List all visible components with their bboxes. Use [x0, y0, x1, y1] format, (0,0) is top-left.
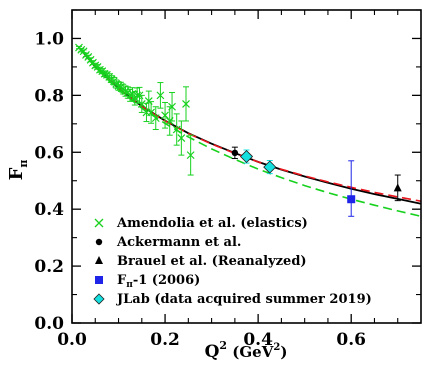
axis-ticks: 0.0 0.2 0.4 0.6 0.0 0.2 0.4 0.6 0.8 1.0	[34, 9, 421, 350]
point-square-marker	[347, 195, 356, 204]
x-tick-label: 0.2	[150, 330, 180, 350]
point-x-marker	[161, 111, 169, 120]
point-x-marker	[182, 99, 190, 108]
y-tick-label: 0.8	[34, 86, 64, 106]
y-tick-label: 0.2	[34, 257, 64, 277]
y-tick-label: 0.4	[34, 200, 64, 220]
svg-text:Q2 (GeV2): Q2 (GeV2)	[205, 339, 288, 362]
legend-item-brauel: Brauel et al. (Reanalyzed)	[95, 254, 307, 269]
legend-item-jlab: JLab (data acquired summer 2019)	[93, 292, 372, 307]
y-tick-label: 1.0	[34, 29, 64, 49]
y-axis-title-sub: π	[17, 160, 30, 168]
legend-label-fpi-base: F	[117, 273, 127, 288]
x-axis-title-units-sup: 2	[273, 342, 280, 353]
x-axis-title-base: Q	[205, 342, 220, 362]
legend-item-amendolia: Amendolia et al. (elastics)	[94, 216, 308, 231]
red-dashed-curve	[78, 47, 422, 202]
x-axis-title-units: (GeV	[227, 343, 274, 361]
point-x-marker	[137, 99, 146, 108]
plot-content	[75, 43, 422, 218]
point-x-marker	[151, 114, 160, 123]
point-x-marker	[147, 108, 156, 117]
legend-marker-x	[94, 218, 104, 228]
y-tick-label: 0.0	[34, 314, 64, 334]
legend-marker-circle	[95, 238, 103, 246]
point-x-marker	[156, 91, 165, 100]
legend: Amendolia et al. (elastics) Ackermann et…	[93, 216, 372, 307]
legend-label-fpi: Fπ-1 (2006)	[117, 273, 200, 290]
legend-marker-square	[95, 276, 103, 284]
x-tick-label: 0.6	[336, 330, 366, 350]
x-axis-title-units-close: )	[280, 343, 287, 361]
legend-label-fpi-sub: π	[126, 280, 133, 290]
y-axis-title-base: F	[6, 167, 27, 180]
black-solid-curve	[78, 47, 422, 205]
point-diamond-marker	[263, 160, 277, 174]
point-x-marker	[186, 151, 195, 160]
plot-frame	[71, 9, 422, 324]
svg-text:Fπ: Fπ	[6, 160, 30, 181]
legend-item-fpi: Fπ-1 (2006)	[95, 273, 200, 290]
point-circle-marker	[231, 149, 239, 157]
legend-label-brauel: Brauel et al. (Reanalyzed)	[117, 254, 307, 269]
legend-item-ackermann: Ackermann et al.	[95, 235, 241, 250]
point-triangle-marker	[393, 183, 402, 192]
x-axis-title-sup: 2	[219, 339, 227, 352]
legend-label-ackermann: Ackermann et al.	[116, 235, 241, 250]
legend-marker-diamond	[93, 293, 105, 305]
x-axis-title: Q2 (GeV2)	[205, 339, 288, 362]
x-tick-label: 0.0	[57, 330, 87, 350]
point-x-marker	[168, 102, 176, 111]
point-x-marker	[177, 134, 186, 142]
data-points	[75, 43, 402, 217]
point-diamond-marker	[239, 149, 254, 164]
legend-label-amendolia: Amendolia et al. (elastics)	[116, 216, 308, 231]
theory-curves	[78, 47, 422, 218]
legend-label-jlab: JLab (data acquired summer 2019)	[116, 292, 372, 307]
y-axis-title: Fπ	[6, 160, 30, 181]
x-tick-label: 0.4	[243, 330, 273, 350]
legend-label-fpi-rest: -1 (2006)	[133, 273, 200, 288]
point-x-marker	[172, 125, 181, 134]
y-tick-label: 0.6	[34, 143, 64, 163]
legend-marker-triangle	[95, 256, 103, 264]
